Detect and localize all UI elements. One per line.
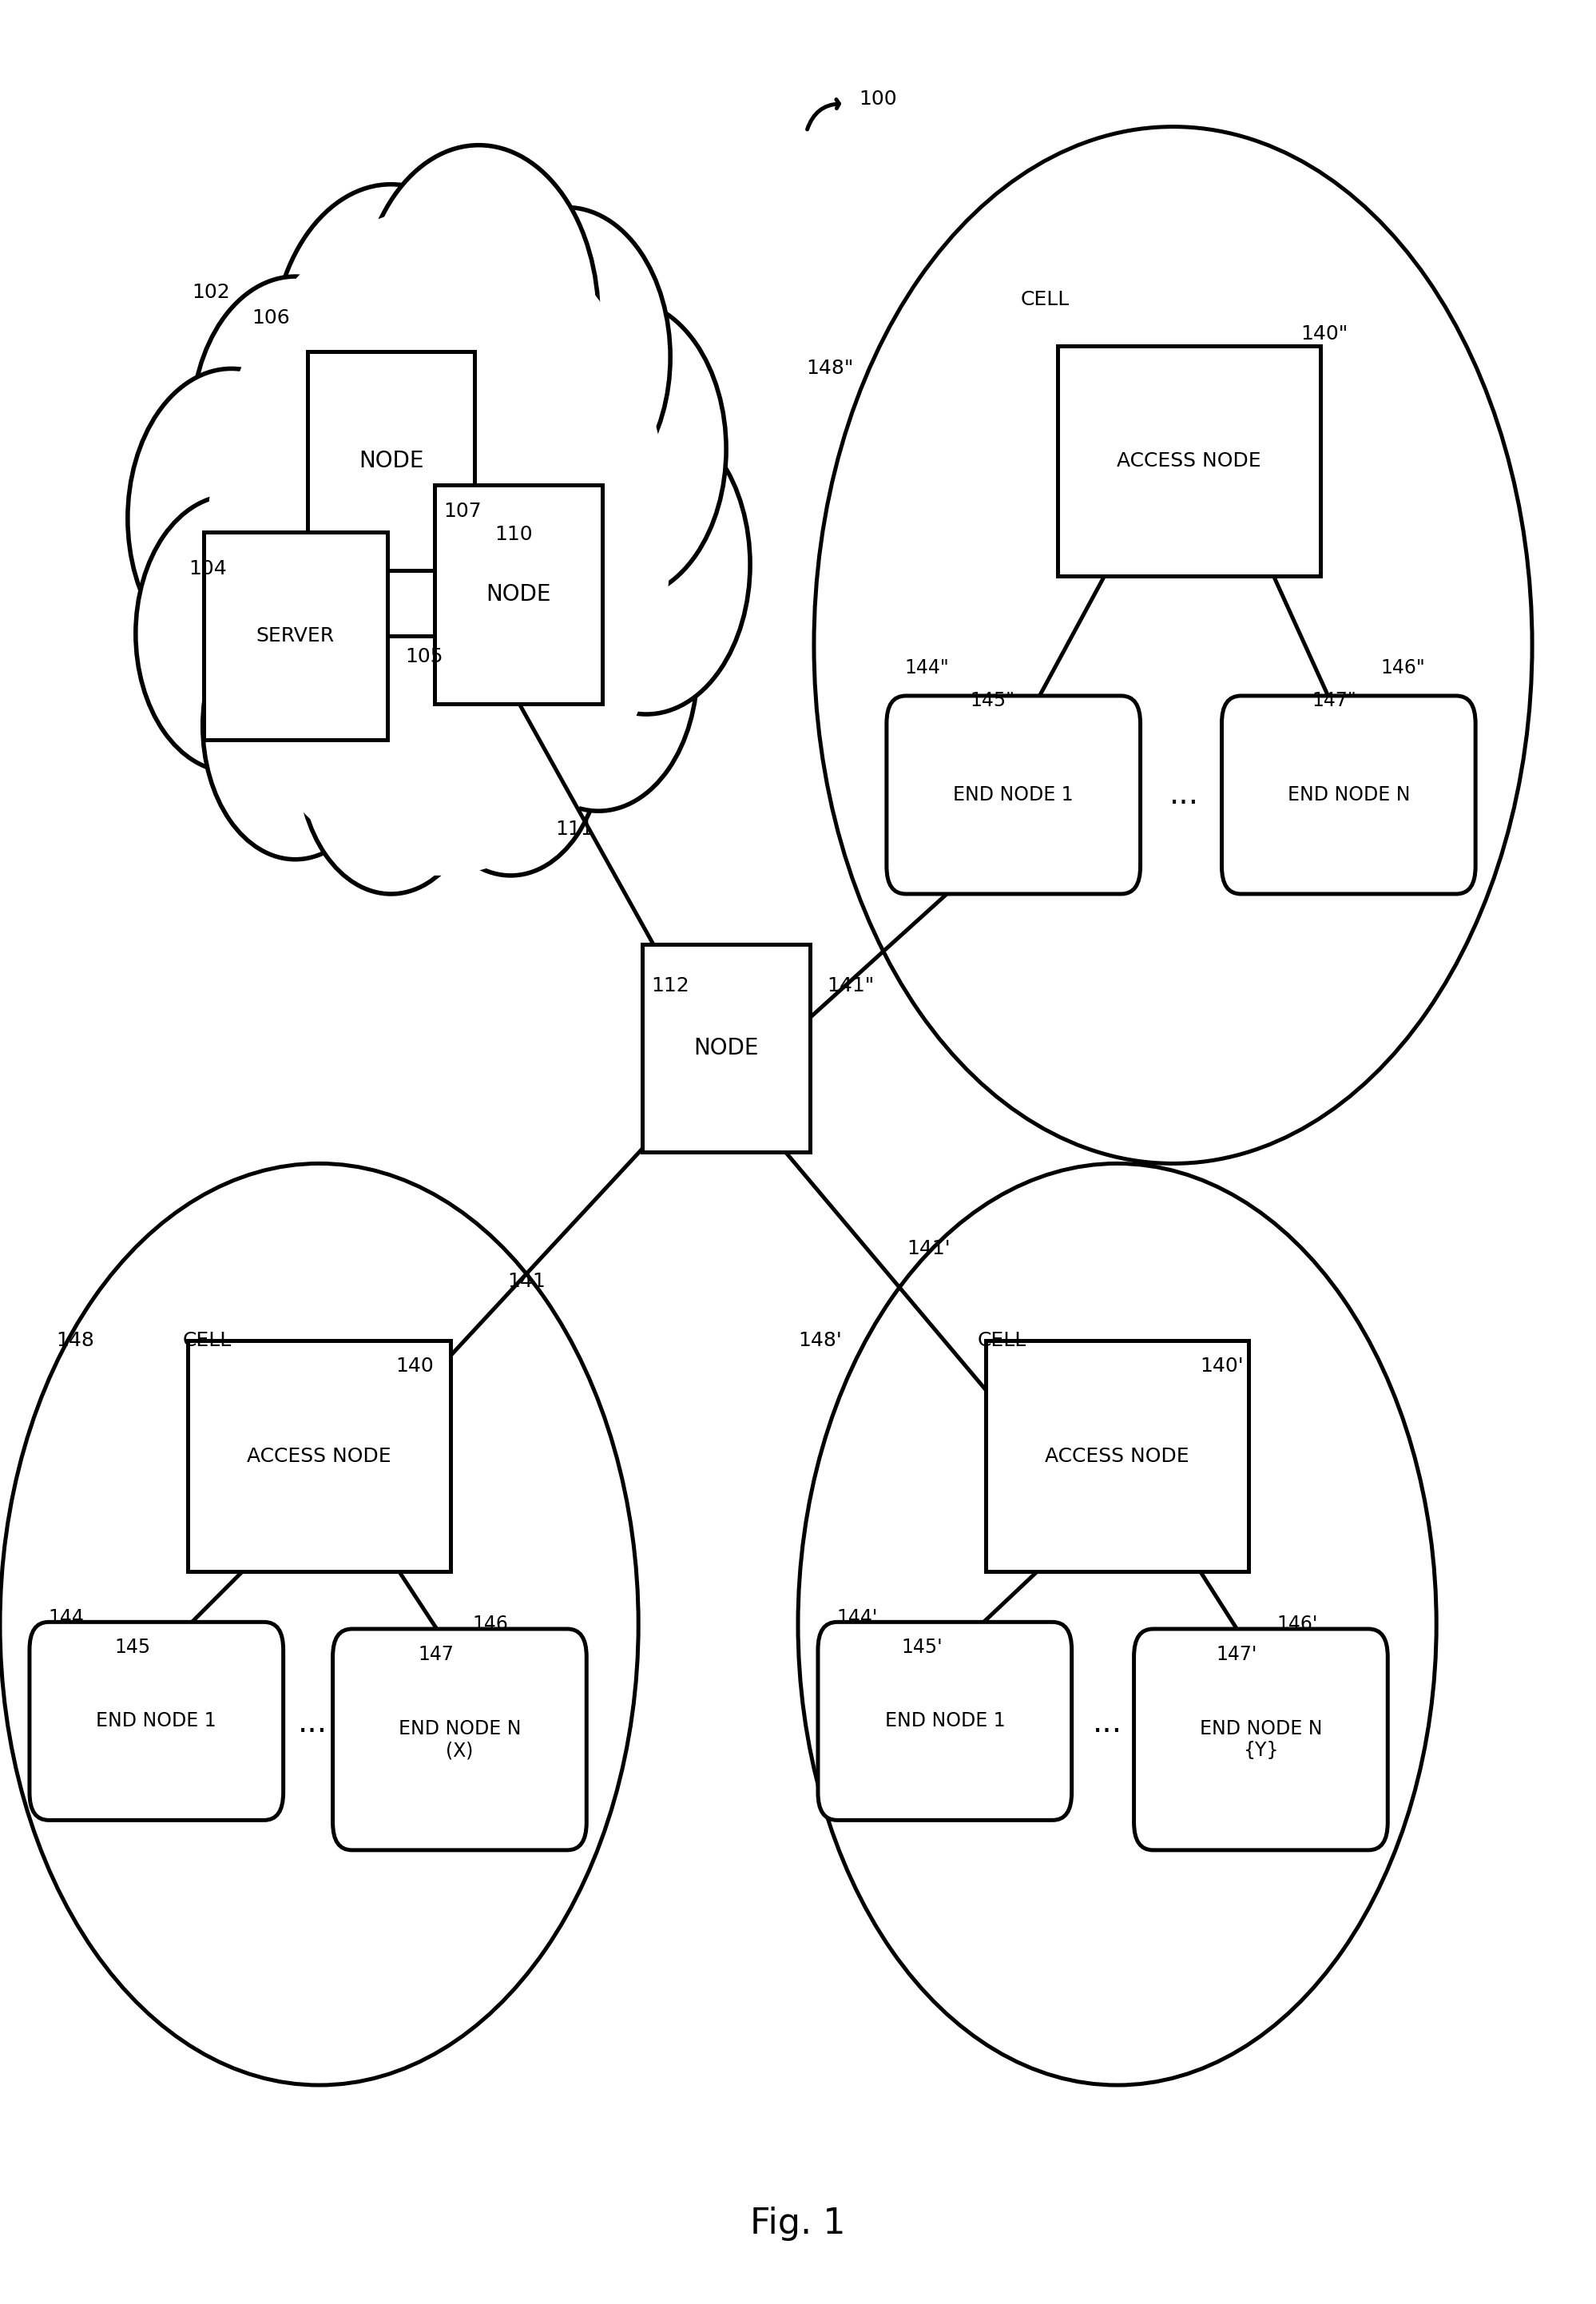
FancyBboxPatch shape [887, 696, 1140, 894]
Circle shape [207, 207, 670, 876]
Text: 112: 112 [651, 977, 689, 995]
Circle shape [207, 207, 670, 876]
Circle shape [500, 525, 697, 811]
Text: END NODE 1: END NODE 1 [953, 786, 1074, 804]
Circle shape [192, 276, 399, 576]
Text: 146': 146' [1277, 1615, 1318, 1634]
Text: 106: 106 [252, 309, 290, 327]
Text: ...: ... [1093, 1707, 1122, 1740]
FancyBboxPatch shape [434, 484, 603, 705]
Text: 148: 148 [56, 1332, 94, 1350]
Text: END NODE N
{Y}: END NODE N {Y} [1200, 1719, 1321, 1760]
Text: END NODE N
(X): END NODE N (X) [399, 1719, 520, 1760]
Text: 146: 146 [472, 1615, 508, 1634]
Circle shape [136, 495, 327, 772]
Text: 144': 144' [836, 1608, 878, 1627]
Text: 148": 148" [806, 359, 854, 378]
Text: ...: ... [298, 1707, 327, 1740]
Circle shape [203, 592, 388, 859]
Circle shape [463, 207, 670, 507]
Text: Fig. 1: Fig. 1 [750, 2207, 846, 2239]
Text: ...: ... [1170, 779, 1199, 811]
Text: END NODE N: END NODE N [1288, 786, 1409, 804]
Text: END NODE 1: END NODE 1 [96, 1712, 217, 1730]
Text: 144: 144 [48, 1608, 83, 1627]
Circle shape [418, 608, 603, 876]
Text: 141: 141 [508, 1272, 546, 1290]
FancyBboxPatch shape [188, 1341, 452, 1571]
FancyBboxPatch shape [817, 1622, 1073, 1820]
Text: 145: 145 [115, 1638, 152, 1657]
Text: 100: 100 [859, 90, 897, 108]
FancyBboxPatch shape [1057, 346, 1321, 576]
FancyBboxPatch shape [642, 945, 811, 1152]
FancyBboxPatch shape [1133, 1629, 1389, 1850]
Text: NODE: NODE [694, 1037, 758, 1060]
Text: CELL: CELL [184, 1332, 231, 1350]
Circle shape [543, 415, 750, 714]
Text: 146": 146" [1381, 659, 1425, 677]
Text: 145': 145' [902, 1638, 943, 1657]
Text: 105: 105 [405, 647, 444, 666]
Text: NODE: NODE [487, 583, 551, 606]
FancyBboxPatch shape [1223, 696, 1475, 894]
FancyBboxPatch shape [204, 532, 386, 740]
Text: 111: 111 [555, 820, 594, 839]
Circle shape [519, 300, 726, 599]
FancyBboxPatch shape [985, 1341, 1248, 1571]
Text: ACCESS NODE: ACCESS NODE [247, 1447, 391, 1465]
Text: 107: 107 [444, 502, 482, 521]
Circle shape [128, 369, 335, 668]
Text: 140: 140 [396, 1357, 434, 1375]
Text: 144": 144" [905, 659, 950, 677]
Text: 147: 147 [418, 1645, 453, 1663]
Circle shape [271, 184, 511, 530]
Text: 147": 147" [1312, 691, 1357, 710]
Text: ACCESS NODE: ACCESS NODE [1045, 1447, 1189, 1465]
Text: SERVER: SERVER [255, 627, 335, 645]
Text: 148': 148' [798, 1332, 841, 1350]
Text: CELL: CELL [1021, 290, 1069, 309]
Text: 140": 140" [1301, 325, 1349, 343]
Text: CELL: CELL [978, 1332, 1026, 1350]
Text: NODE: NODE [359, 449, 423, 472]
Text: 110: 110 [495, 525, 533, 544]
Text: 102: 102 [192, 283, 230, 302]
Text: 104: 104 [188, 560, 227, 578]
Circle shape [359, 145, 598, 491]
Text: 147': 147' [1216, 1645, 1258, 1663]
Text: ACCESS NODE: ACCESS NODE [1117, 452, 1261, 470]
Circle shape [298, 627, 484, 894]
Text: 141": 141" [827, 977, 875, 995]
Text: 141': 141' [907, 1240, 950, 1258]
Text: 145": 145" [970, 691, 1015, 710]
FancyBboxPatch shape [332, 1629, 586, 1850]
Text: 140': 140' [1200, 1357, 1243, 1375]
FancyBboxPatch shape [306, 350, 476, 569]
Text: END NODE 1: END NODE 1 [884, 1712, 1005, 1730]
FancyBboxPatch shape [29, 1622, 284, 1820]
